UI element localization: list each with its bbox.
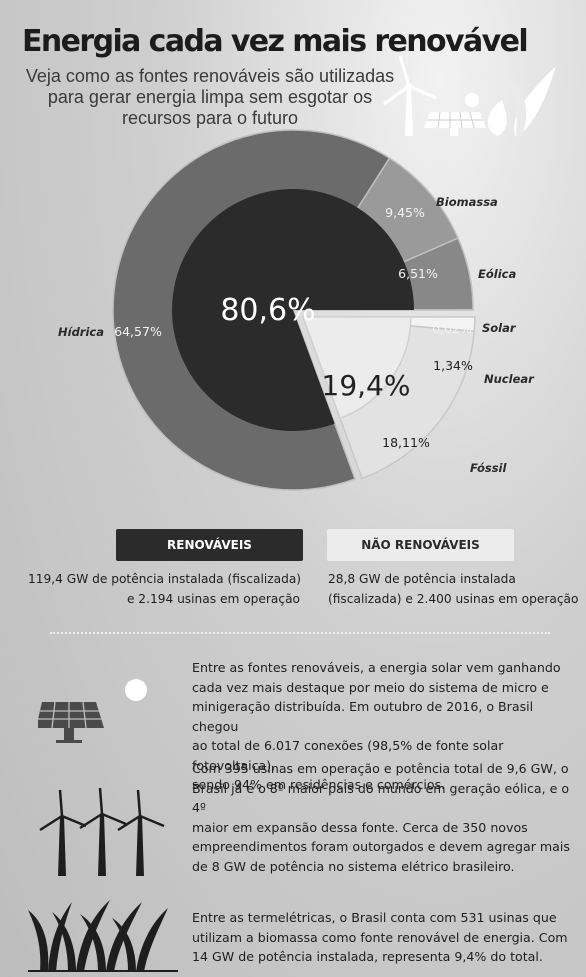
wind-line: Com 395 usinas em operação e potência to… (192, 761, 569, 776)
page-title: Energia cada vez mais renovável (22, 24, 529, 59)
header-icons (383, 55, 556, 136)
value-label-solar: 0,02% (432, 321, 472, 336)
leaf-drop-icon (487, 66, 556, 136)
nonrenewable-percent-label: 19,4% (322, 369, 411, 402)
category-label-fossil: Fóssil (470, 461, 507, 475)
biomass-paragraph: Entre as termelétricas, o Brasil conta c… (192, 908, 572, 967)
nonrenewable-caption-line-1: 28,8 GW de potência instalada (328, 572, 516, 586)
wind-line: empreendimentos foram outorgados e devem… (192, 839, 570, 854)
wind-line: maior em expansão dessa fonte. Cerca de … (192, 819, 528, 835)
category-label-hidrica: Hídrica (58, 325, 104, 339)
wind-section-icon (39, 788, 165, 876)
biomass-line: utilizam a biomassa como fonte renovável… (192, 929, 568, 945)
section-divider (50, 632, 550, 634)
chart-labels: 80,6% 19,4% 64,57% Hídrica 9,45% Biomassa 6,51… (58, 195, 535, 475)
nonrenewable-badge: NÃO RENOVÁVEIS (327, 529, 514, 561)
solar-line: minigeração distribuída. Em outubro de 2… (192, 699, 534, 734)
sugarcane-icon (28, 900, 178, 972)
renewable-caption-line-2: e 2.194 usinas em operação (126, 592, 300, 606)
value-label-hidrica: 64,57% (114, 324, 162, 339)
wind-turbine-icon (79, 788, 127, 876)
wind-line: de 8 GW de potência no sistema elétrico … (192, 858, 515, 874)
solar-line: ao total de 6.017 conexões (98,5% de fon… (192, 738, 504, 773)
wind-turbine-icon (383, 55, 437, 136)
page-subtitle: Veja como as fontes renováveis são utili… (25, 66, 395, 128)
wind-paragraph: Com 395 usinas em operação e potência to… (192, 759, 572, 876)
value-label-eolica: 6,51% (398, 266, 438, 281)
solar-line: Entre as fontes renováveis, a energia so… (192, 660, 561, 675)
biomass-line: 14 GW de potência instalada, representa … (192, 949, 543, 964)
sun-icon (125, 679, 147, 701)
inner-pie (172, 188, 414, 431)
renewable-badge: RENOVÁVEIS (116, 529, 303, 561)
wind-turbine-icon (117, 789, 165, 876)
energy-pie-chart: 80,6% 19,4% 64,57% Hídrica 9,45% Biomassa 6,51… (58, 129, 535, 491)
nonrenewable-caption-line-2: (fiscalizada) e 2.400 usinas em operação (328, 592, 579, 606)
solar-panel-icon (424, 93, 486, 136)
solar-panel-icon (38, 701, 104, 743)
category-label-biomassa: Biomassa (436, 195, 498, 209)
inner-slice-nao-renovaveis (301, 316, 412, 420)
inner-slice-renovaveis (172, 188, 414, 431)
renewable-caption: 119,4 GW de potência instalada (fiscaliz… (28, 569, 302, 609)
solar-paragraph: Entre as fontes renováveis, a energia so… (192, 658, 572, 795)
renewable-caption-line-1: 119,4 GW de potência instalada (fiscaliz… (28, 572, 302, 586)
category-label-nuclear: Nuclear (484, 372, 535, 386)
category-label-solar: Solar (482, 321, 517, 335)
solar-section-icon (38, 679, 147, 743)
nonrenewable-caption: 28,8 GW de potência instalada (fiscaliza… (328, 569, 578, 609)
solar-line: sendo 94% em residências e comércios. (192, 777, 446, 792)
wind-line: Brasil já é o 8º maior país do mundo em … (192, 780, 570, 816)
category-label-eolica: Eólica (478, 267, 516, 281)
biomass-section-icon (28, 900, 178, 972)
value-label-nuclear: 1,34% (433, 358, 473, 373)
wind-turbine-icon (39, 789, 87, 876)
value-label-fossil: 18,11% (382, 435, 430, 450)
renewable-percent-label: 80,6% (220, 293, 315, 328)
solar-line: cada vez mais destaque por meio do siste… (192, 679, 549, 695)
value-label-biomassa: 9,45% (385, 205, 425, 220)
biomass-line: Entre as termelétricas, o Brasil conta c… (192, 910, 557, 925)
